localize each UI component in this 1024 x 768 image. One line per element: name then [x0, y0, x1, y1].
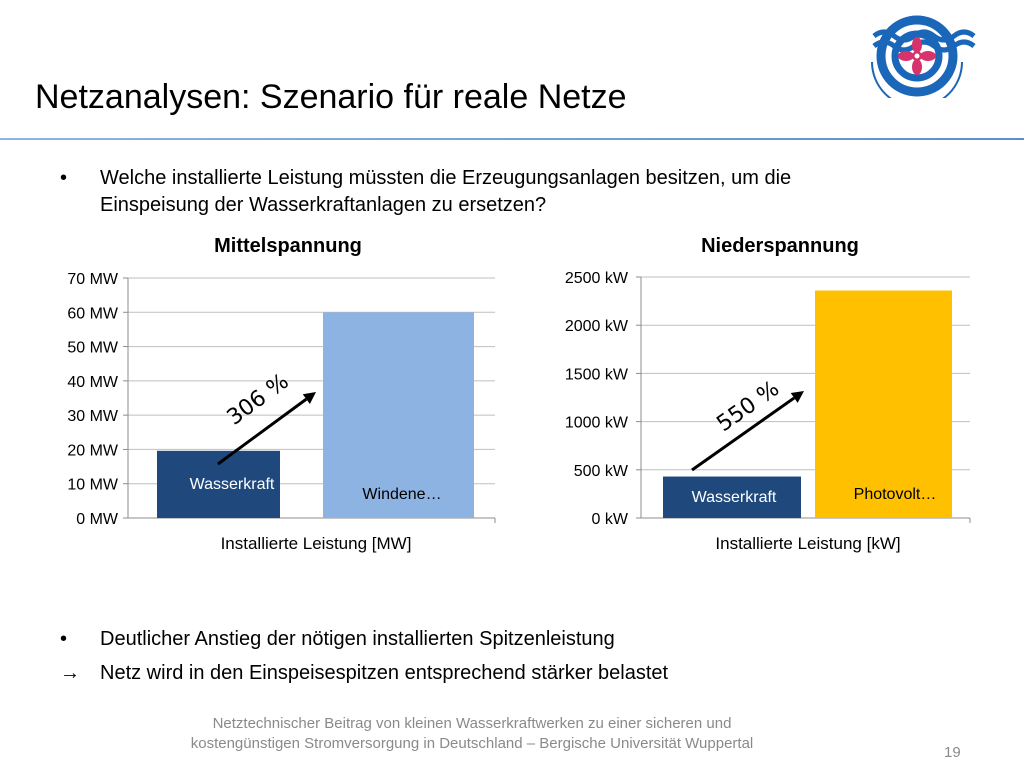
bdw-logo — [852, 6, 982, 118]
bullet-mark: • — [60, 628, 68, 650]
y-tick-label: 500 kW — [574, 463, 629, 480]
y-tick-label: 2500 kW — [565, 270, 629, 287]
bar-label: Windene… — [362, 486, 441, 503]
y-tick-label: 0 MW — [76, 511, 119, 528]
y-tick-label: 30 MW — [67, 408, 119, 425]
question-line-2: Einspeisung der Wasserkraftanlagen zu er… — [100, 194, 547, 216]
y-tick-label: 50 MW — [67, 340, 119, 357]
consequence-text: Netz wird in den Einspeisespitzen entspr… — [100, 662, 669, 684]
slide-title: Netzanalysen: Szenario für reale Netze — [35, 78, 627, 116]
y-tick-label: 1500 kW — [565, 366, 629, 383]
bar-label: Wasserkraft — [190, 476, 275, 493]
y-tick-label: 40 MW — [67, 374, 119, 391]
chart-2: Niederspannung 0 kW 500 kW 1000 kW 1500 kW 20… — [565, 235, 971, 553]
title-divider — [0, 138, 1024, 140]
question-line-1: Welche installierte Leistung müssten die… — [100, 167, 792, 189]
arrow-head — [302, 392, 316, 404]
bar-windene — [323, 312, 474, 518]
bar-label: Wasserkraft — [692, 489, 777, 506]
consequence-bullet: → Netz wird in den Einspeisespitzen ents… — [60, 660, 668, 687]
charts-canvas: Mittelspannung 0 MW 10 MW 20 MW 30 MW 40 MW 50… — [67, 235, 971, 553]
conclusion-text: Deutlicher Anstieg der nötigen installie… — [100, 628, 615, 650]
footer-line-2: kostengünstigen Stromversorgung in Deuts… — [190, 735, 754, 752]
footer: Netztechnischer Beitrag von kleinen Wass… — [0, 714, 944, 754]
arrow-icon: → — [60, 662, 80, 684]
question-bullet: • Welche installierte Leistung müssten d… — [60, 165, 791, 219]
bar-photovolt — [815, 290, 952, 518]
arrow-head — [790, 391, 804, 403]
increase-arrow — [217, 397, 308, 466]
bar-wasserkraft — [663, 476, 801, 518]
bar-label: Photovolt… — [854, 486, 937, 503]
chart-title: Niederspannung — [701, 235, 859, 257]
y-tick-label: 60 MW — [67, 305, 119, 322]
conclusion-bullet: • Deutlicher Anstieg der nötigen install… — [60, 626, 615, 653]
y-tick-label: 0 kW — [592, 511, 629, 528]
bullet-mark: • — [60, 167, 68, 189]
x-axis-label: Installierte Leistung [kW] — [715, 534, 900, 553]
y-tick-label: 70 MW — [67, 271, 119, 288]
page-number: 19 — [944, 744, 961, 761]
increase-annotation: 306 % — [223, 369, 294, 431]
y-tick-label: 2000 kW — [565, 318, 629, 335]
y-tick-label: 20 MW — [67, 442, 119, 459]
footer-line-1: Netztechnischer Beitrag von kleinen Wass… — [212, 715, 732, 732]
y-tick-label: 1000 kW — [565, 415, 629, 432]
increase-annotation: 550 % — [712, 376, 784, 437]
increase-arrow — [691, 396, 796, 472]
x-axis-label: Installierte Leistung [MW] — [221, 534, 412, 553]
y-tick-label: 10 MW — [67, 477, 119, 494]
chart-title: Mittelspannung — [214, 235, 362, 257]
chart-1: Mittelspannung 0 MW 10 MW 20 MW 30 MW 40 MW 50… — [67, 235, 496, 553]
